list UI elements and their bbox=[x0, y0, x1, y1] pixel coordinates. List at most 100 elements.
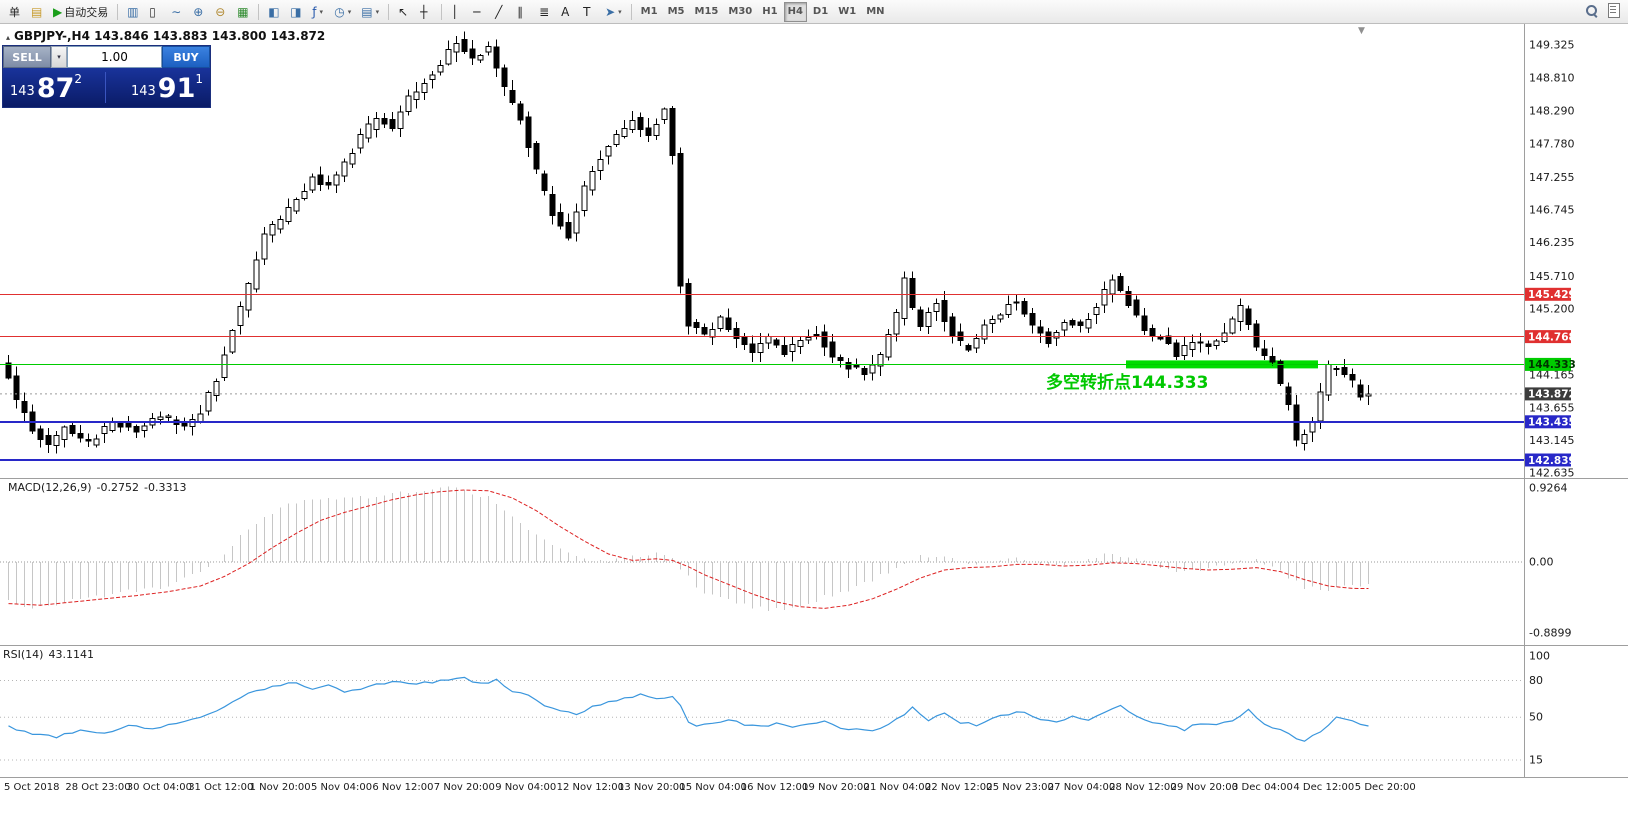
volume-input[interactable] bbox=[67, 46, 162, 68]
timeframe-mn-button[interactable]: MN bbox=[862, 2, 888, 22]
time-axis-label: 3 Dec 04:00 bbox=[1232, 782, 1293, 793]
label-tool-button[interactable]: T bbox=[579, 2, 599, 22]
time-axis-label: 29 Nov 20:00 bbox=[1171, 782, 1238, 793]
timeframe-w1-label: W1 bbox=[838, 6, 857, 17]
price-axis-label: 142.635 bbox=[1529, 467, 1575, 480]
price-axis-label: 148.810 bbox=[1529, 71, 1575, 84]
macd-axis-label: 0.00 bbox=[1529, 556, 1554, 569]
buy-price-big: 91 bbox=[157, 73, 196, 104]
buy-button[interactable]: BUY bbox=[162, 46, 210, 68]
chart-line-button[interactable]: ∼ bbox=[167, 2, 187, 22]
fibonacci-tool-button[interactable]: ≣ bbox=[535, 2, 555, 22]
price-axis-label: 148.290 bbox=[1529, 105, 1575, 118]
timeframe-m1-button[interactable]: M1 bbox=[637, 2, 662, 22]
autotrading-button[interactable]: ▶ 自动交易 bbox=[49, 2, 112, 22]
cascade-windows-button[interactable]: ◨ bbox=[286, 2, 306, 22]
timeframe-m15-button[interactable]: M15 bbox=[691, 2, 723, 22]
hline-tool-icon: ─ bbox=[473, 4, 481, 19]
toolbar-separator bbox=[117, 3, 119, 20]
periods-button[interactable]: ◷ ▾ bbox=[330, 2, 355, 22]
rsi-axis-label: 50 bbox=[1529, 711, 1543, 724]
price-axis[interactable]: 149.325 148.810 148.290 147.780 147.255 146.7… bbox=[1525, 39, 1576, 480]
timeframe-m5-button[interactable]: M5 bbox=[664, 2, 689, 22]
timeframe-m30-label: M30 bbox=[728, 6, 753, 17]
time-axis-label: 6 Nov 12:00 bbox=[372, 782, 433, 793]
trendline-tool-button[interactable]: ╱ bbox=[491, 2, 511, 22]
text-tool-button[interactable]: A bbox=[557, 2, 577, 22]
vline-tool-button[interactable]: │ bbox=[447, 2, 467, 22]
zoom-in-icon: ⊕ bbox=[193, 4, 204, 19]
panel-borders bbox=[0, 24, 1628, 778]
autotrading-icon: ▶ bbox=[53, 4, 63, 19]
time-axis-label: 5 Dec 20:00 bbox=[1355, 782, 1416, 793]
price-axis-label: 146.235 bbox=[1529, 236, 1575, 249]
arrows-tool-button[interactable]: ➤ ▾ bbox=[601, 2, 626, 22]
timeframe-h1-button[interactable]: H1 bbox=[758, 2, 781, 22]
price-axis-label: 147.255 bbox=[1529, 171, 1575, 184]
price-axis-label: 146.745 bbox=[1529, 204, 1575, 217]
chart-bars-button[interactable]: ▥ bbox=[123, 2, 143, 22]
timeframe-mn-label: MN bbox=[866, 6, 885, 17]
timeframe-d1-button[interactable]: D1 bbox=[809, 2, 832, 22]
time-axis-label: 19 Nov 20:00 bbox=[802, 782, 869, 793]
search-icon[interactable] bbox=[1585, 4, 1598, 17]
sell-button[interactable]: SELL bbox=[3, 46, 51, 68]
buy-price-display[interactable]: 143 91 1 bbox=[106, 68, 211, 107]
price-axis-label: 149.325 bbox=[1529, 39, 1575, 52]
macd-axis-label: 0.9264 bbox=[1529, 481, 1568, 494]
time-axis-label: 28 Nov 12:00 bbox=[1109, 782, 1176, 793]
buy-price-prefix: 143 bbox=[130, 84, 156, 99]
arrows-tool-icon: ➤ bbox=[605, 4, 616, 19]
macd-signal-line bbox=[8, 489, 1369, 609]
history-center-icon: ▤ bbox=[31, 4, 43, 19]
indicators-icon: ƒ bbox=[312, 4, 317, 19]
sell-price-display[interactable]: 143 87 2 bbox=[3, 68, 105, 107]
cursor-icon: ↖ bbox=[398, 4, 409, 19]
svg-text:143.872: 143.872 bbox=[1528, 389, 1576, 401]
cursor-button[interactable]: ↖ bbox=[394, 2, 414, 22]
cascade-windows-icon: ◨ bbox=[290, 4, 302, 19]
grid-button[interactable]: ▦ bbox=[233, 2, 253, 22]
zoom-out-button[interactable]: ⊖ bbox=[211, 2, 231, 22]
price-badge-143.435: 143.435 bbox=[1525, 415, 1576, 429]
templates-icon: ▤ bbox=[361, 4, 373, 19]
toolbar-separator bbox=[441, 3, 443, 20]
price-axis-label: 145.200 bbox=[1529, 302, 1575, 315]
time-axis-label: 9 Nov 04:00 bbox=[495, 782, 556, 793]
timeframe-m15-label: M15 bbox=[694, 6, 719, 17]
macd-histogram bbox=[8, 486, 1369, 611]
chart-candles-button[interactable]: ▯ bbox=[145, 2, 165, 22]
channel-tool-button[interactable]: ∥ bbox=[513, 2, 533, 22]
zoom-in-button[interactable]: ⊕ bbox=[189, 2, 209, 22]
panel-collapse-icon[interactable]: ▴ bbox=[6, 33, 11, 42]
chart-shift-marker[interactable]: ▼ bbox=[1358, 26, 1365, 36]
trade-panel-controls: SELL ▾ BUY bbox=[3, 46, 210, 68]
buy-price-pip: 1 bbox=[195, 72, 203, 86]
zoom-out-icon: ⊖ bbox=[215, 4, 226, 19]
volume-dropdown-icon[interactable]: ▾ bbox=[51, 46, 67, 68]
timeframe-m30-button[interactable]: M30 bbox=[724, 2, 756, 22]
arrows-tool-caret-icon: ▾ bbox=[618, 7, 622, 16]
hline-tool-button[interactable]: ─ bbox=[469, 2, 489, 22]
history-center-button[interactable]: ▤ bbox=[27, 2, 47, 22]
main-toolbar: 单 ▤ ▶ 自动交易 ▥ ▯ ∼ ⊕ ⊖ ▦ ◧ ◨ ƒ ▾ ◷ ▾ ▤ ▾ ↖ ┼ │ ─ ╱ ∥ ≣ A T ➤ ▾ M1 M5 M15 M… bbox=[0, 0, 1628, 24]
rsi-name: RSI(14) bbox=[3, 648, 44, 661]
tile-windows-button[interactable]: ◧ bbox=[264, 2, 284, 22]
timeframe-w1-button[interactable]: W1 bbox=[834, 2, 860, 22]
time-axis-label: 25 Nov 23:00 bbox=[986, 782, 1053, 793]
candles bbox=[5, 31, 1372, 454]
quick-panel-icon[interactable] bbox=[1608, 3, 1620, 18]
indicators-button[interactable]: ƒ ▾ bbox=[308, 2, 328, 22]
templates-button[interactable]: ▤ ▾ bbox=[357, 2, 383, 22]
pivot-annotation[interactable]: 多空转折点144.333 bbox=[1046, 373, 1209, 393]
time-axis-label: 21 Nov 04:00 bbox=[864, 782, 931, 793]
timeframe-h4-button[interactable]: H4 bbox=[783, 1, 807, 22]
new-order-label: 单 bbox=[9, 5, 20, 19]
price-badge-145.429: 145.429 bbox=[1525, 287, 1576, 301]
crosshair-button[interactable]: ┼ bbox=[416, 2, 436, 22]
chart-candles-icon: ▯ bbox=[149, 4, 156, 19]
new-order-button[interactable]: 单 bbox=[5, 2, 25, 22]
